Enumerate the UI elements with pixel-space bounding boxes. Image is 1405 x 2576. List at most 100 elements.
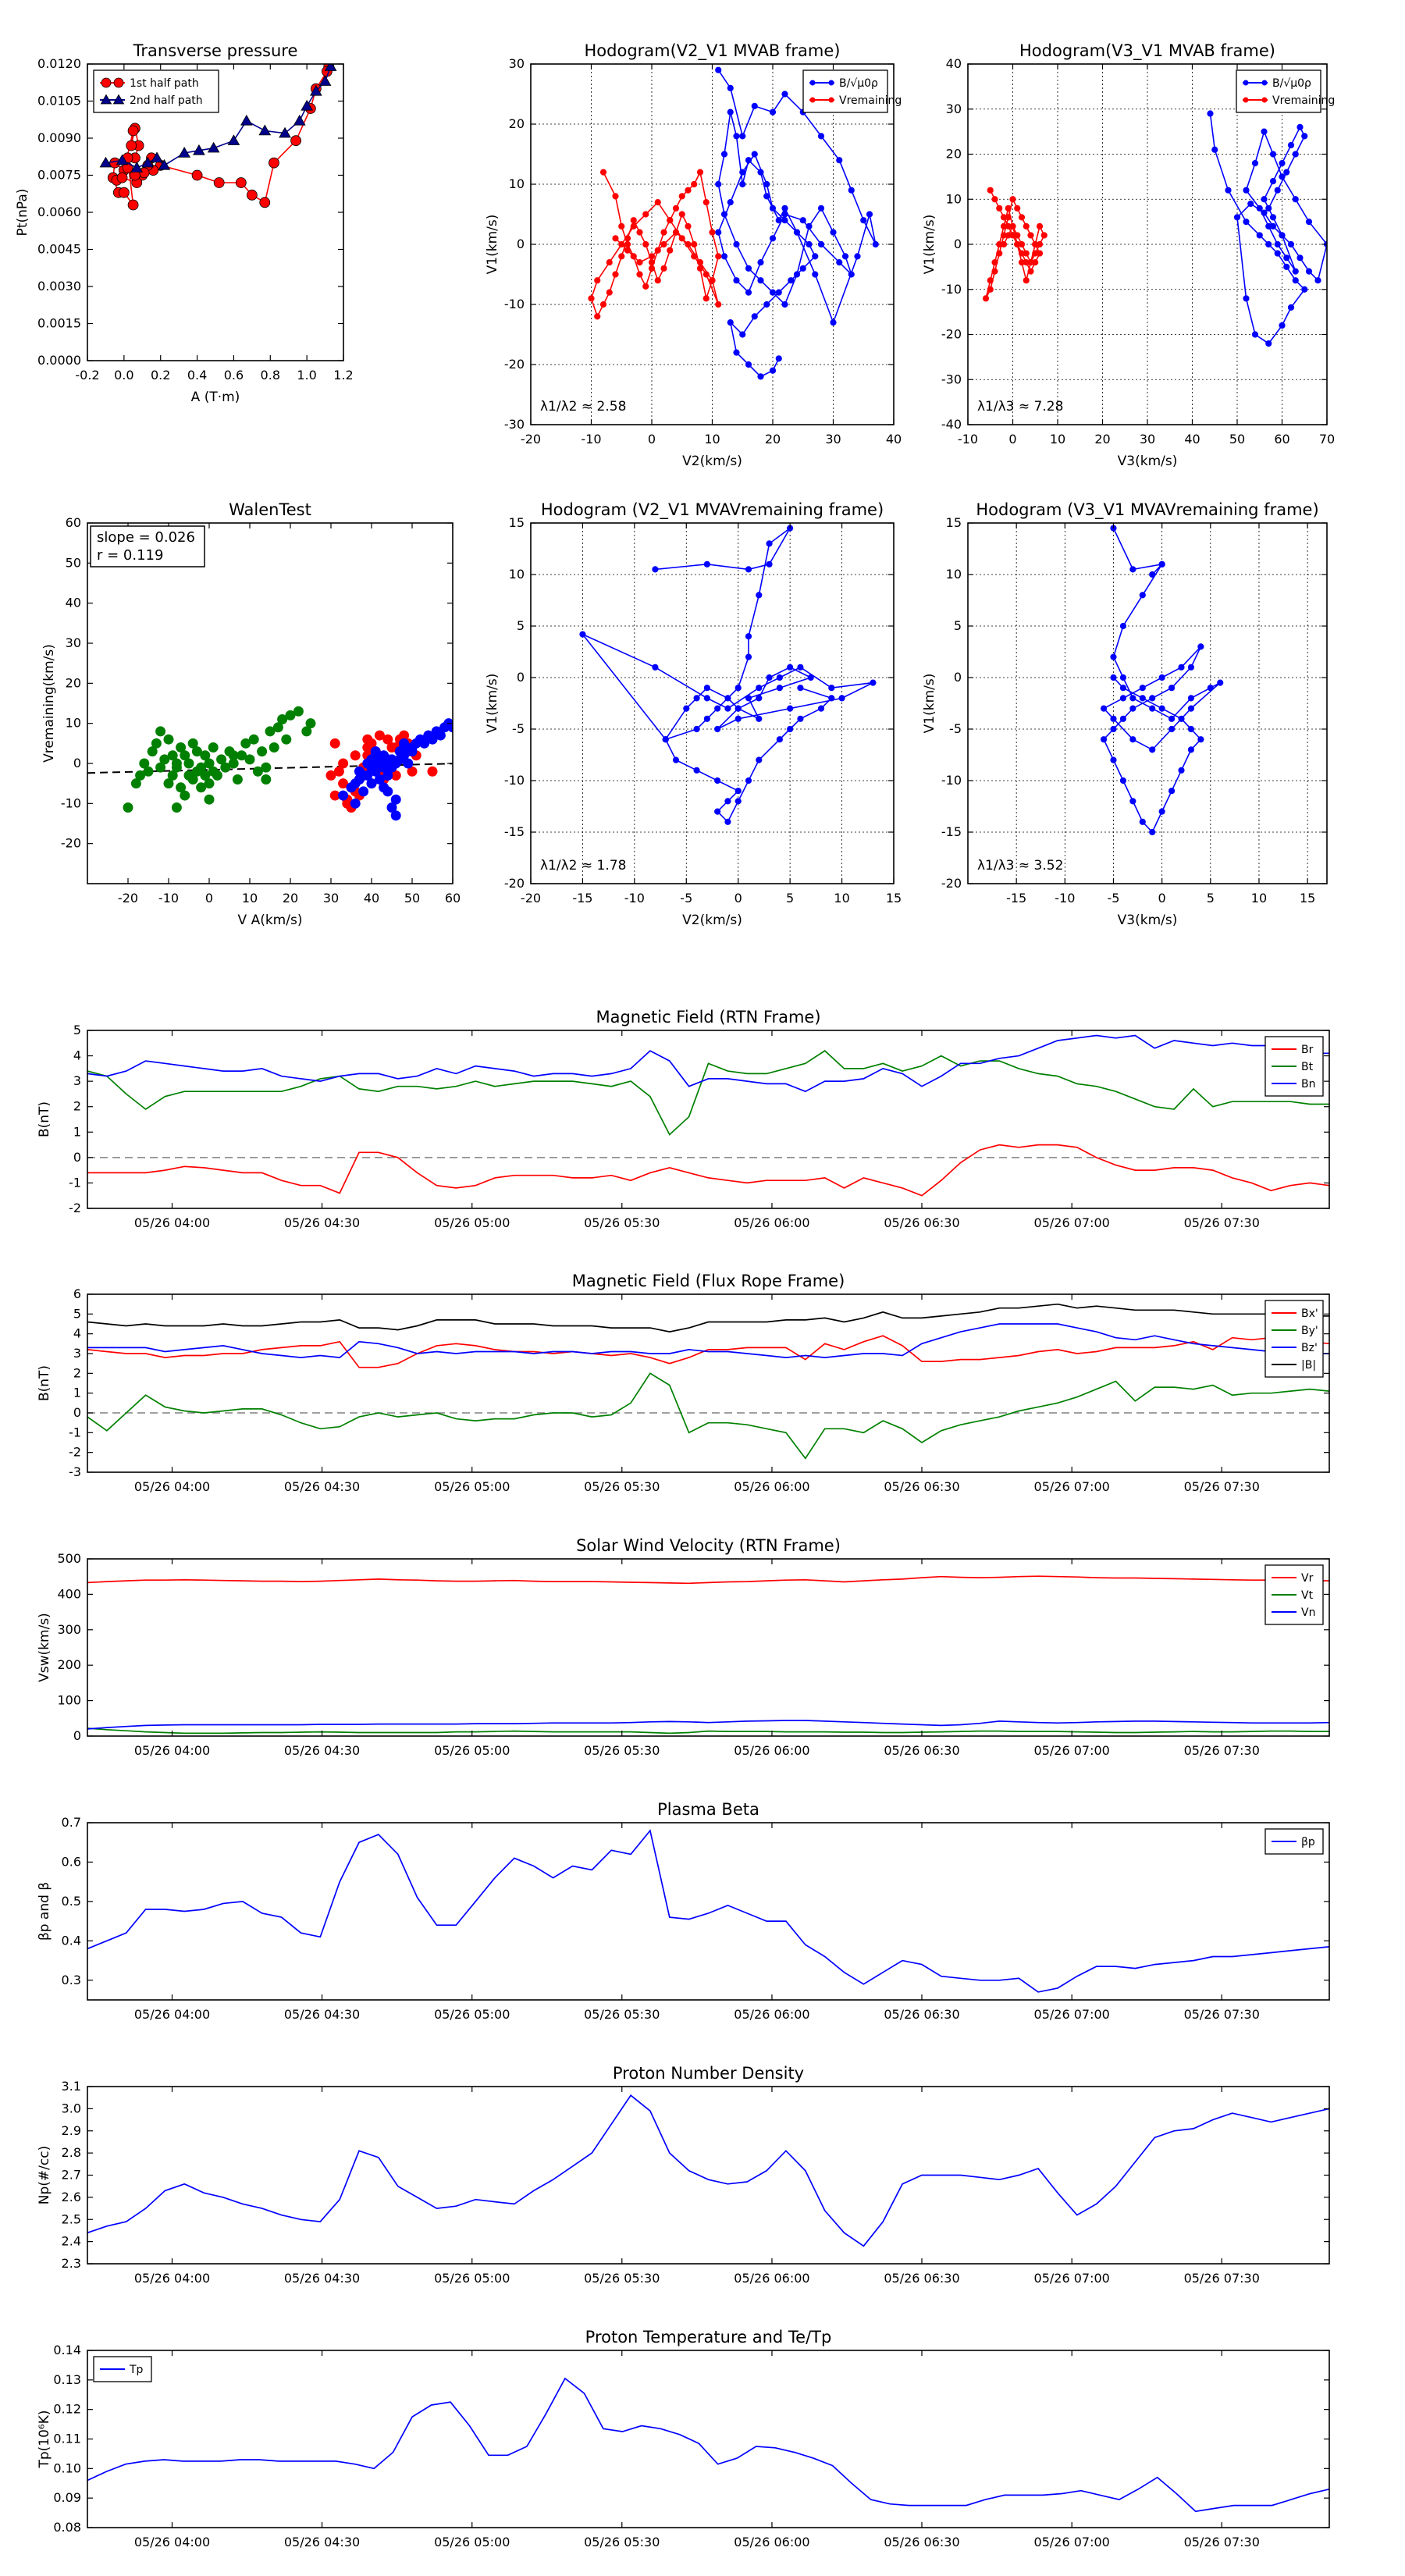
series-b-0--point bbox=[1269, 214, 1277, 221]
y-tick-label: 1 bbox=[73, 1124, 81, 1139]
x-tick-label: -20 bbox=[521, 891, 541, 906]
x-tick-label: 05/26 05:00 bbox=[434, 2271, 510, 2286]
series-vremaining-point bbox=[1018, 214, 1026, 221]
series-1-point bbox=[261, 774, 272, 785]
x-tick-label: 05/26 04:30 bbox=[284, 2535, 360, 2549]
axes-frame bbox=[87, 2086, 1330, 2265]
series-1-point bbox=[1110, 674, 1117, 681]
x-axis-label: V2(km/s) bbox=[682, 913, 742, 928]
series-b-0--point bbox=[763, 180, 770, 188]
x-tick-label: 05/26 04:00 bbox=[134, 1215, 210, 1230]
y-tick-label: -3 bbox=[69, 1464, 81, 1479]
plot-area bbox=[982, 110, 1327, 347]
series-1-point bbox=[183, 758, 194, 769]
legend-label: |B| bbox=[1301, 1359, 1316, 1372]
series-1-point bbox=[1207, 685, 1214, 692]
y-tick-label: 0 bbox=[954, 670, 962, 685]
series-2nd-half-path-point bbox=[279, 126, 291, 138]
legend-label: Bn bbox=[1301, 1078, 1315, 1091]
x-tick-label: -15 bbox=[1006, 891, 1026, 906]
y-tick-label: 3 bbox=[73, 1346, 81, 1361]
series-vremaining-point bbox=[612, 193, 619, 200]
x-tick-label: 05/26 06:30 bbox=[884, 1743, 959, 1758]
series-2nd-half-path-point bbox=[141, 156, 155, 168]
x-tick-label: 05/26 07:30 bbox=[1184, 2535, 1260, 2549]
y-tick-label: 0.5 bbox=[62, 1894, 81, 1909]
series-vremaining-point bbox=[624, 235, 631, 242]
series-vremaining-point bbox=[667, 247, 674, 254]
series-1-point bbox=[745, 633, 752, 640]
series-b-0--point bbox=[799, 217, 806, 224]
x-tick-label: 1.2 bbox=[333, 368, 353, 382]
series-2nd-half-path-point bbox=[151, 151, 163, 163]
series-b-0--point bbox=[1305, 219, 1313, 226]
y-axis-label: V1(km/s) bbox=[485, 674, 500, 734]
series-b-0--point bbox=[757, 277, 764, 284]
eigen-ratio-annotation: λ1/λ3 ≈ 7.28 bbox=[977, 399, 1063, 415]
x-tick-label: -5 bbox=[680, 891, 692, 906]
chart-h1: Hodogram(V2_V1 MVAB frame) -20 -10 0 10 20 30 4… bbox=[485, 41, 902, 469]
series-1-point bbox=[301, 726, 312, 737]
x-axis-label: V A(km/s) bbox=[238, 913, 303, 928]
legend-marker bbox=[1243, 80, 1249, 86]
y-tick-label: 2 bbox=[73, 1365, 81, 1380]
x-tick-label: 05/26 05:30 bbox=[584, 1215, 660, 1230]
y-tick-label: 0.08 bbox=[53, 2520, 81, 2535]
y-tick-label: 40 bbox=[946, 56, 962, 71]
y-tick-label: 2.3 bbox=[62, 2256, 81, 2271]
series-vremaining-point bbox=[630, 217, 637, 224]
series-1-point bbox=[579, 631, 586, 638]
series-1-point bbox=[232, 774, 243, 785]
axes-frame bbox=[530, 522, 895, 884]
y-tick-label: 20 bbox=[66, 675, 81, 690]
series-1-point bbox=[1158, 705, 1165, 712]
series-b-0--point bbox=[757, 259, 764, 266]
x-tick-label: 40 bbox=[1184, 432, 1200, 447]
series-vremaining-point bbox=[982, 295, 990, 302]
series-1-point bbox=[745, 777, 752, 785]
series-1-point bbox=[130, 778, 141, 789]
x-tick-label: 05/26 05:00 bbox=[434, 1743, 510, 1758]
y-axis-label: B(nT) bbox=[37, 1101, 52, 1137]
plot-area bbox=[87, 2094, 1329, 2247]
series-1-point bbox=[756, 592, 763, 599]
series-vremaining-point bbox=[660, 229, 667, 236]
series-1-point bbox=[787, 725, 794, 733]
series-1-point bbox=[735, 685, 742, 692]
legend-label: Vremaining bbox=[1272, 94, 1335, 107]
series-b-0--point bbox=[757, 373, 764, 380]
y-tick-label: 0 bbox=[517, 670, 525, 685]
series-2nd-half-path-point bbox=[301, 99, 313, 111]
series-vremaining-point bbox=[1027, 232, 1034, 239]
series-b-0--point bbox=[1283, 263, 1290, 270]
series-vremaining-point bbox=[636, 271, 643, 278]
series-b-0--point bbox=[854, 253, 861, 260]
chart-mf_rtn: Magnetic Field (RTN Frame) 05/26 04:00 05/… bbox=[37, 1008, 1330, 1230]
series-1-point bbox=[216, 754, 227, 765]
x-tick-label: 05/26 04:00 bbox=[134, 1479, 210, 1494]
x-axis-label: V3(km/s) bbox=[1118, 913, 1178, 928]
series-b-0--point bbox=[1265, 340, 1272, 347]
series-b-0--point bbox=[1261, 128, 1268, 135]
y-tick-label: 0.0045 bbox=[37, 242, 81, 257]
series-1-point bbox=[776, 674, 783, 681]
series-b-0--point bbox=[1287, 304, 1295, 311]
series-1-point bbox=[159, 754, 170, 765]
series-vremaining-point bbox=[678, 193, 685, 200]
series-b-0--point bbox=[1297, 254, 1304, 262]
legend-label: Vr bbox=[1301, 1572, 1314, 1585]
y-tick-label: -40 bbox=[941, 417, 962, 432]
series-b-0--point bbox=[1243, 219, 1250, 226]
series-vremaining-point bbox=[606, 259, 613, 266]
series-b-0--point bbox=[733, 133, 740, 140]
series-1-point bbox=[1187, 705, 1195, 712]
x-tick-label: 1.0 bbox=[297, 368, 316, 382]
series-1-point bbox=[244, 754, 255, 765]
series-1-point bbox=[870, 679, 877, 686]
x-tick-label: -0.2 bbox=[75, 368, 99, 382]
x-tick-label: 20 bbox=[765, 432, 781, 447]
x-tick-label: 10 bbox=[1050, 432, 1065, 447]
series-1-point bbox=[1187, 695, 1195, 702]
series-2nd-half-path-point bbox=[258, 124, 272, 136]
series-1-point bbox=[693, 767, 700, 774]
